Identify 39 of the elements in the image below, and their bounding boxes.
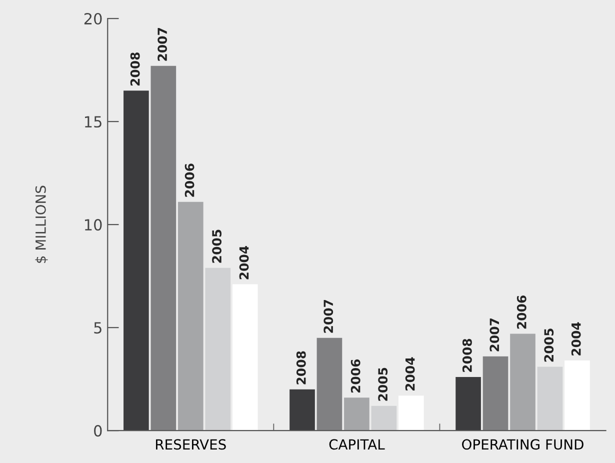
x-tick-label: OPERATING FUND <box>462 439 584 450</box>
text: 2004 <box>571 322 581 356</box>
text: 2007 <box>158 28 168 61</box>
bar <box>232 284 258 431</box>
bar <box>178 202 204 431</box>
bar <box>564 360 590 431</box>
y-tick-label: 0 <box>94 425 102 437</box>
bar <box>510 334 536 431</box>
text: 2005 <box>212 230 222 263</box>
text: 2005 <box>544 328 554 362</box>
text: 2008 <box>130 52 140 86</box>
bar <box>537 366 563 431</box>
bar <box>456 377 481 431</box>
text: 2006 <box>516 296 526 329</box>
bar <box>344 398 370 431</box>
text: 2007 <box>324 300 334 333</box>
bar <box>124 90 149 431</box>
y-tick-label: 15 <box>85 116 102 128</box>
bar <box>290 389 315 431</box>
text: 2008 <box>296 351 306 384</box>
text: 2007 <box>490 318 500 352</box>
y-tick-label: 20 <box>84 12 102 25</box>
y-axis-title: $ MILLIONS <box>35 186 48 263</box>
bar <box>482 356 508 431</box>
text: 2005 <box>378 368 388 401</box>
bar <box>316 338 342 431</box>
text: 2004 <box>405 357 415 390</box>
y-tick-label: 5 <box>94 322 102 334</box>
y-tick-label: 10 <box>85 219 102 231</box>
text: 2006 <box>184 164 194 197</box>
bar <box>398 396 424 431</box>
x-tick-label: CAPITAL <box>329 439 385 450</box>
text: 2004 <box>239 246 249 280</box>
text: 2006 <box>350 359 360 393</box>
bar <box>150 66 176 431</box>
text: 2008 <box>462 338 472 372</box>
x-tick-label: RESERVES <box>156 439 226 450</box>
bar <box>205 268 231 431</box>
bar <box>371 406 397 431</box>
